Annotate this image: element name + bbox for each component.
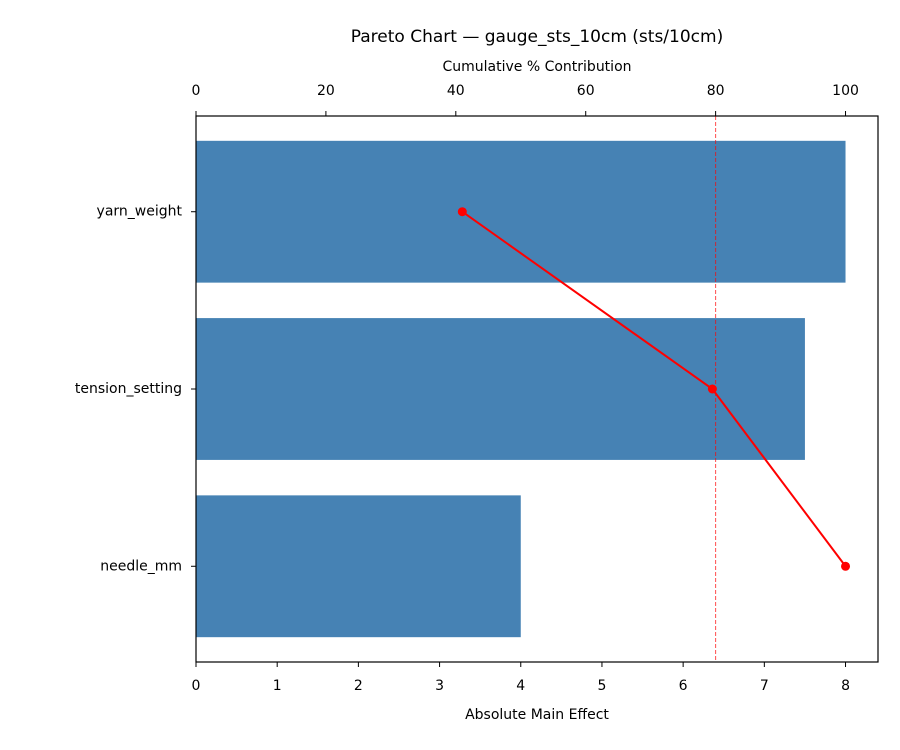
x-tick-label: 3	[435, 678, 444, 694]
x-tick-label: 6	[679, 678, 688, 694]
x-tick-label: 1	[273, 678, 282, 694]
bar	[196, 318, 805, 460]
x-tick-label: 0	[192, 678, 201, 694]
x-tick-label: 2	[354, 678, 363, 694]
y-tick-label: yarn_weight	[97, 204, 183, 220]
x-axis-label: Absolute Main Effect	[465, 707, 609, 723]
top-tick-label: 20	[317, 83, 335, 99]
top-tick-label: 100	[832, 83, 859, 99]
x-tick-label: 5	[597, 678, 606, 694]
x-tick-label: 4	[516, 678, 525, 694]
top-axis-label: Cumulative % Contribution	[442, 59, 631, 75]
top-tick-label: 60	[577, 83, 595, 99]
y-tick-label: tension_setting	[75, 381, 182, 397]
top-tick-label: 0	[192, 83, 201, 99]
cumulative-point	[457, 207, 467, 217]
plot-frame	[195, 115, 879, 663]
cumulative-point	[841, 561, 851, 571]
top-tick-label: 80	[707, 83, 725, 99]
bar	[196, 140, 846, 283]
chart-title: Pareto Chart — gauge_sts_10cm (sts/10cm)	[351, 27, 723, 47]
x-tick-label: 8	[841, 678, 850, 694]
x-tick-label: 7	[760, 678, 769, 694]
y-tick-label: needle_mm	[100, 558, 182, 574]
top-tick-label: 40	[447, 83, 465, 99]
cumulative-point	[707, 384, 717, 394]
bar	[196, 495, 521, 638]
